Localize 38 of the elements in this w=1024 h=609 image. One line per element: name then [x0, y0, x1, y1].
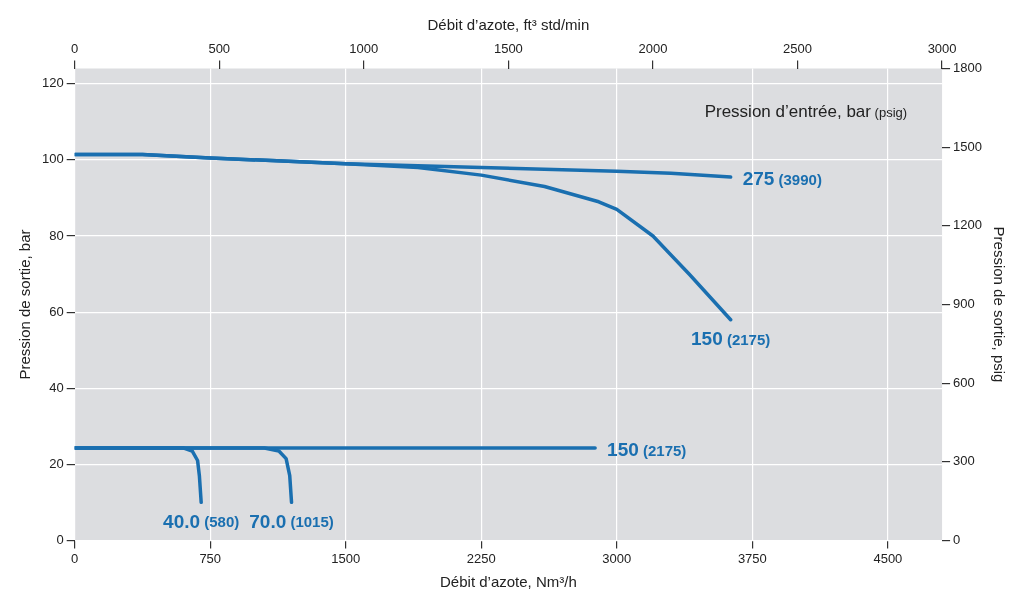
y2-tick-label: 1800 — [953, 60, 982, 76]
x-axis-title: Débit d’azote, Nm³/h — [440, 573, 577, 591]
x-tick-label: 1500 — [331, 550, 361, 566]
y-tick-label: 60 — [49, 303, 64, 319]
y2-axis-title: Pression de sortie, psig — [990, 226, 1008, 383]
x2-axis-title: Débit d’azote, ft³ std/min — [427, 16, 590, 34]
y-tick-label: 100 — [41, 151, 64, 167]
series-label: 275 (3990) — [742, 168, 822, 190]
y2-tick-label: 1500 — [953, 138, 982, 154]
y2-tick-label: 600 — [953, 374, 975, 390]
x2-tick-label: 2000 — [638, 41, 668, 57]
x-tick-label: 3750 — [737, 550, 767, 566]
series-label: 40.0 (580) — [163, 510, 240, 532]
y2-tick-label: 1200 — [953, 217, 982, 233]
x2-tick-label: 1000 — [349, 41, 379, 57]
x-tick-label: 0 — [71, 550, 79, 566]
annotation: Pression d’entrée, bar (psig) — [704, 102, 908, 122]
y2-tick-label: 300 — [953, 453, 975, 469]
y-tick-label: 120 — [41, 75, 64, 91]
x2-tick-label: 500 — [208, 41, 231, 57]
x2-tick-label: 3000 — [927, 41, 957, 57]
x-tick-label: 2250 — [466, 550, 496, 566]
y2-tick-label: 0 — [953, 531, 961, 547]
y-axis-title: Pression de sortie, bar — [16, 229, 34, 380]
x-tick-label: 4500 — [873, 550, 903, 566]
x2-tick-label: 2500 — [783, 41, 812, 57]
x-tick-label: 3000 — [602, 550, 632, 566]
x2-tick-label: 1500 — [493, 41, 523, 57]
y2-tick-label: 900 — [953, 296, 975, 312]
x2-tick-label: 0 — [71, 41, 79, 57]
x-tick-label: 750 — [199, 550, 222, 566]
series-label: 70.0 (1015) — [249, 510, 334, 532]
y-tick-label: 80 — [49, 227, 64, 243]
series-label: 150 (2175) — [607, 439, 687, 461]
y-tick-label: 0 — [56, 531, 64, 547]
y-tick-label: 40 — [49, 379, 64, 395]
series-label: 150 (2175) — [691, 327, 771, 349]
y-tick-label: 20 — [49, 455, 64, 471]
